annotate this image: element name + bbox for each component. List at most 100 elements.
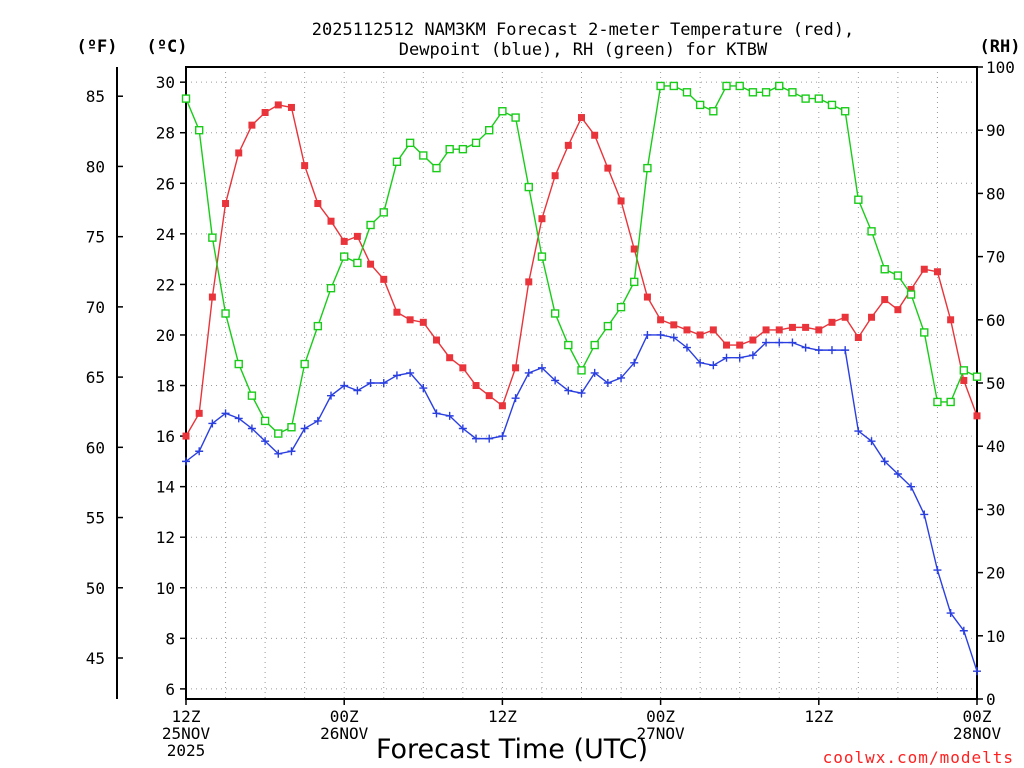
data-series xyxy=(181,81,982,676)
rh-point xyxy=(946,397,955,407)
temperature-point xyxy=(235,149,243,157)
temperature-point xyxy=(432,336,440,344)
rh-point xyxy=(471,138,481,148)
dewpoint-point xyxy=(551,376,560,385)
dewpoint-point xyxy=(801,343,810,352)
temperature-point xyxy=(670,321,678,329)
dewpoint-point xyxy=(748,351,757,360)
f-axis-tick-label: 75 xyxy=(86,228,105,247)
dewpoint-point xyxy=(221,409,230,418)
rh-point xyxy=(366,220,375,230)
f-axis-tick-label: 60 xyxy=(86,438,105,457)
temperature-point xyxy=(617,197,625,205)
dewpoint-point xyxy=(893,470,902,479)
rh-point xyxy=(181,94,191,103)
c-axis-tick-label: 16 xyxy=(156,427,175,446)
c-axis-tick-label: 26 xyxy=(156,174,175,193)
dewpoint-point xyxy=(445,411,454,420)
rh-axis-tick-label: 100 xyxy=(986,58,1015,77)
temperature-point xyxy=(815,326,823,334)
dewpoint-point xyxy=(722,353,731,362)
x-axis-tick-label: 00Z xyxy=(963,707,992,726)
c-axis-tick-label: 22 xyxy=(156,275,175,294)
temperature-point xyxy=(208,293,216,301)
temperature-point xyxy=(907,285,915,293)
temperature-point xyxy=(828,318,836,326)
c-axis-tick-label: 24 xyxy=(156,225,175,244)
unit-label-c: (ºC) xyxy=(147,37,188,57)
dewpoint-point xyxy=(392,371,401,380)
x-axis-tick-label: 00Z xyxy=(646,707,675,726)
rh-point xyxy=(669,81,678,91)
rh-point xyxy=(498,107,507,116)
c-axis-tick-label: 20 xyxy=(156,326,175,345)
rh-point xyxy=(485,125,494,135)
rh-point xyxy=(893,271,903,280)
unit-label-f: (ºF) xyxy=(77,37,118,57)
temperature-point xyxy=(973,412,981,420)
x-axis-label: Forecast Time (UTC) xyxy=(376,734,648,765)
x-axis-tick-label: 12Z xyxy=(804,707,833,726)
dewpoint-point xyxy=(195,447,204,456)
temperature-point xyxy=(723,341,731,349)
rh-point xyxy=(564,340,573,350)
series-line-rh xyxy=(185,85,978,435)
rh-point xyxy=(761,88,771,97)
dewpoint-point xyxy=(603,379,612,387)
rh-axis-tick-label: 60 xyxy=(986,311,1005,330)
temperature-point xyxy=(287,103,295,111)
c-axis-tick-label: 12 xyxy=(156,528,175,547)
temperature-point xyxy=(788,323,796,331)
f-axis-tick-label: 55 xyxy=(86,509,105,528)
temperature-point xyxy=(327,217,335,225)
series-temperature xyxy=(182,101,981,440)
x-axis-tick-label: 12Z xyxy=(172,707,201,726)
x-axis-tick-label: 2025 xyxy=(167,741,206,760)
temperature-point xyxy=(248,121,256,129)
c-axis-tick-label: 8 xyxy=(165,629,175,648)
temperature-point xyxy=(195,409,203,417)
c-axis-tick-label: 28 xyxy=(156,124,175,143)
rh-point xyxy=(287,423,296,432)
gridlines xyxy=(186,67,977,699)
dewpoint-point xyxy=(261,437,270,446)
dewpoint-point xyxy=(313,416,322,425)
dewpoint-point xyxy=(564,386,573,395)
temperature-point xyxy=(498,402,506,410)
temperature-point xyxy=(578,114,585,122)
series-dewpoint xyxy=(182,330,981,676)
rh-point xyxy=(524,182,533,192)
temperature-point xyxy=(353,232,361,240)
rh-point xyxy=(775,81,784,91)
dewpoint-point xyxy=(274,449,283,458)
dewpoint-point xyxy=(366,379,375,387)
temperature-point xyxy=(446,354,454,362)
dewpoint-point xyxy=(709,361,718,370)
temperature-point xyxy=(538,215,546,223)
rh-point xyxy=(709,107,718,116)
temperature-point xyxy=(564,141,572,149)
rh-point xyxy=(550,309,560,318)
f-axis-tick-label: 70 xyxy=(86,298,105,317)
credit-text: coolwx.com/modelts xyxy=(823,748,1014,767)
dewpoint-point xyxy=(630,358,639,367)
c-axis-tick-label: 18 xyxy=(156,377,175,396)
x-axis-tick-label: 12Z xyxy=(488,707,517,726)
temperature-point xyxy=(222,200,230,208)
rh-axis-tick-label: 0 xyxy=(986,690,996,709)
dewpoint-point xyxy=(379,379,388,387)
temperature-point xyxy=(261,109,269,117)
temperature-point xyxy=(591,131,599,139)
dewpoint-point xyxy=(590,368,599,377)
c-axis-tick-label: 6 xyxy=(165,680,175,699)
temperature-point xyxy=(960,376,968,384)
dewpoint-point xyxy=(682,343,691,352)
rh-point xyxy=(458,144,468,154)
dewpoint-point xyxy=(880,457,889,466)
dewpoint-point xyxy=(182,457,190,466)
temperature-point xyxy=(868,313,876,321)
dewpoint-point xyxy=(841,346,850,355)
rh-point xyxy=(972,372,982,381)
rh-point xyxy=(313,321,323,331)
